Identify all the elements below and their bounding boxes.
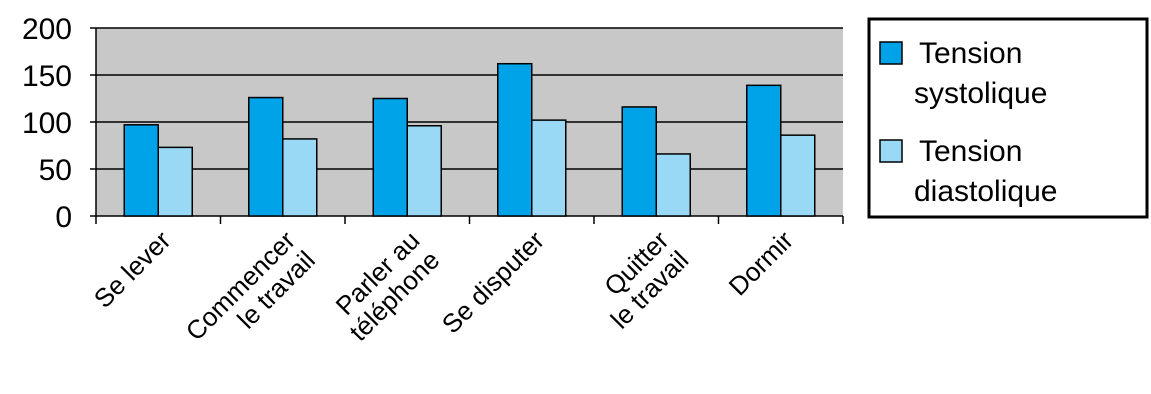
legend-box <box>867 17 1149 219</box>
bar-systolique <box>497 62 533 217</box>
x-tick-label-line: Dormir <box>723 225 800 302</box>
bars <box>123 62 816 217</box>
x-tick-label: Commencerle travail <box>180 225 321 366</box>
x-tick-label-line: Se disputer <box>436 225 550 339</box>
x-tick-label: Quitterle travail <box>585 225 695 335</box>
legend: Tension systolique Tension diastolique <box>867 17 1149 219</box>
legend-label: Tension systolique <box>914 37 1047 110</box>
y-tick-label: 0 <box>55 201 72 234</box>
x-tick-label: Dormir <box>723 225 800 302</box>
legend-swatch <box>879 41 903 65</box>
bar-diastolique <box>406 125 442 217</box>
bar-diastolique <box>282 138 318 217</box>
y-tick-labels: 0 50 100 150 200 <box>22 13 72 234</box>
bar-systolique <box>372 97 408 217</box>
axes <box>90 27 844 224</box>
y-tick-label: 100 <box>22 107 72 140</box>
bar-diastolique <box>157 146 193 217</box>
x-tick-labels: Se lever Commencerle travail Parler autélé… <box>88 225 800 366</box>
y-tick-label: 200 <box>22 13 72 46</box>
legend-label-line: systolique <box>914 77 1047 110</box>
bar-diastolique <box>655 153 691 217</box>
bar-systolique <box>123 124 159 217</box>
bar-systolique <box>621 106 657 217</box>
x-tick-label: Parler autéléphone <box>324 225 446 347</box>
x-tick-label: Se lever <box>88 225 177 314</box>
plot-area <box>96 27 843 216</box>
legend-swatch <box>879 139 903 163</box>
legend-label-line: Tension <box>919 135 1022 168</box>
legend-label-line: diastolique <box>914 175 1057 208</box>
bar-diastolique <box>531 119 567 217</box>
legend-label: Tension diastolique <box>914 135 1057 208</box>
bar-diastolique <box>780 134 816 217</box>
bar-systolique <box>248 96 284 217</box>
x-tick-label: Se disputer <box>436 225 550 339</box>
y-tick-label: 150 <box>22 60 72 93</box>
bar-systolique <box>746 84 782 217</box>
x-tick-label-line: Se lever <box>88 225 177 314</box>
legend-label-line: Tension <box>919 37 1022 70</box>
y-tick-label: 50 <box>39 154 72 187</box>
